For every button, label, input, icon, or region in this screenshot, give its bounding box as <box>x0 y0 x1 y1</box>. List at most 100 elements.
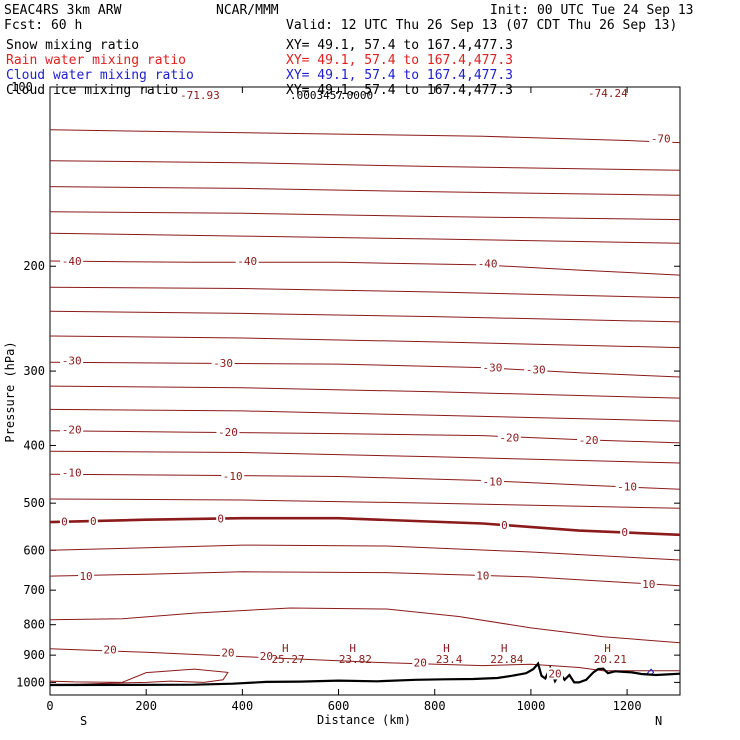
contour-label: 0 <box>501 519 508 532</box>
org-label: NCAR/MMM <box>216 3 279 18</box>
isotherm-line <box>50 310 680 323</box>
x-tick-label: 400 <box>232 699 254 713</box>
isotherm-line <box>50 668 229 685</box>
contour-label-bg <box>88 515 98 528</box>
legend-xy: XY= 49.1, 57.4 to 167.4,477.3 <box>286 68 513 83</box>
high-value: 22.84 <box>490 653 523 666</box>
top-value-label: .0003457 <box>290 89 343 102</box>
contour-label: 20 <box>260 650 273 663</box>
contour-label: -40 <box>62 255 82 268</box>
isotherm-line <box>50 544 680 561</box>
contour-label-bg <box>235 255 259 268</box>
contour-label: 20 <box>221 646 234 659</box>
x-tick-label: 600 <box>328 699 350 713</box>
contour-label: -10 <box>483 476 503 489</box>
contour-label: -20 <box>579 434 599 447</box>
contour-label-bg <box>476 257 500 270</box>
contour-label-bg <box>640 577 657 590</box>
contour-label-bg <box>219 646 236 659</box>
contour-label-bg <box>499 518 509 531</box>
high-marker: H <box>501 642 508 655</box>
isotherm-line <box>50 186 680 196</box>
y-tick-label: 300 <box>23 364 45 378</box>
contour-label: -30 <box>483 362 503 375</box>
contour-label: 0 <box>217 513 224 526</box>
isotherm-line <box>50 473 680 490</box>
isotherm-line <box>50 129 680 144</box>
contour-label-bg <box>216 426 240 439</box>
contour-label: -20 <box>499 432 519 445</box>
isotherm-line <box>50 648 680 672</box>
contour-label-bg <box>60 354 84 367</box>
y-tick-label: 1000 <box>16 675 45 689</box>
y-tick-label: 400 <box>23 438 45 452</box>
y-tick-label: 200 <box>23 259 45 273</box>
clipped-layer <box>50 129 680 687</box>
top-value-label: -74.24 <box>588 87 628 100</box>
high-value: 23.4 <box>436 653 463 666</box>
contour-label: -30 <box>526 363 546 376</box>
contour-label: 20 <box>548 667 561 680</box>
contour-label-bg <box>412 656 429 669</box>
legend-label: Rain water mixing ratio <box>6 53 186 68</box>
contour-label-bg <box>258 650 275 663</box>
y-tick-label: 700 <box>23 583 45 597</box>
contour-label-bg <box>524 363 548 376</box>
high-value: 20.21 <box>594 653 627 666</box>
contour-label: -10 <box>223 470 243 483</box>
high-marker: H <box>349 642 356 655</box>
legend-label: Snow mixing ratio <box>6 38 139 53</box>
contour-label: 20 <box>103 643 116 656</box>
contour-label: -10 <box>62 466 82 479</box>
y-tick-label: 800 <box>23 618 45 632</box>
contour-label: -20 <box>62 423 82 436</box>
top-value-label: .0000 <box>340 89 373 102</box>
top-value-label: -71.93 <box>180 89 220 102</box>
x-tick-label: 1200 <box>613 699 642 713</box>
contour-label-bg <box>480 361 504 374</box>
contour-label-bg <box>649 132 673 145</box>
plot-frame <box>49 86 681 696</box>
contour-label: 0 <box>61 516 68 529</box>
high-marker: H <box>604 642 611 655</box>
isotherm-line <box>50 361 680 378</box>
contour-label-bg <box>60 255 84 268</box>
x-tick-label: 1000 <box>516 699 545 713</box>
contour-label-bg <box>60 466 84 479</box>
x-tick-label: 0 <box>46 699 53 713</box>
contour-label-bg <box>102 643 119 656</box>
contour-label-bg <box>221 469 245 482</box>
contour-label: -10 <box>617 481 637 494</box>
isotherm-line <box>50 211 680 221</box>
north-label: N <box>655 714 662 728</box>
contour-label-bg <box>615 480 639 493</box>
contour-label: 10 <box>79 570 92 583</box>
forecast-hour: Fcst: 60 h <box>4 18 82 33</box>
high-value: 23.82 <box>339 653 372 666</box>
isotherm-line <box>50 160 680 171</box>
y-tick-label: 100 <box>11 80 33 94</box>
y-tick-label: 900 <box>23 648 45 662</box>
contour-label-bg <box>78 570 95 583</box>
isotherm-line <box>50 408 680 422</box>
legend-xy: XY= 49.1, 57.4 to 167.4,477.3 <box>286 53 513 68</box>
legend-label: Cloud water mixing ratio <box>6 68 194 83</box>
contour-label: 20 <box>414 657 427 670</box>
high-value: 25.27 <box>271 653 304 666</box>
contour-label-bg <box>60 423 84 436</box>
y-tick-label: 500 <box>23 496 45 510</box>
valid-time: Valid: 12 UTC Thu 26 Sep 13 (07 CDT Thu … <box>286 18 677 33</box>
x-tick-label: 200 <box>135 699 157 713</box>
isotherm-line <box>50 498 680 509</box>
isotherm-line <box>50 571 680 587</box>
isotherm-line <box>50 335 680 349</box>
isotherm-line <box>50 450 680 464</box>
contour-label-bg <box>497 431 521 444</box>
y-axis-label: Pressure (hPa) <box>3 341 17 442</box>
isotherm-line <box>50 232 680 244</box>
contour-label: 0 <box>90 515 97 528</box>
contour-label: -40 <box>478 258 498 271</box>
contour-label-bg <box>620 525 630 538</box>
contour-label-bg <box>211 357 235 370</box>
